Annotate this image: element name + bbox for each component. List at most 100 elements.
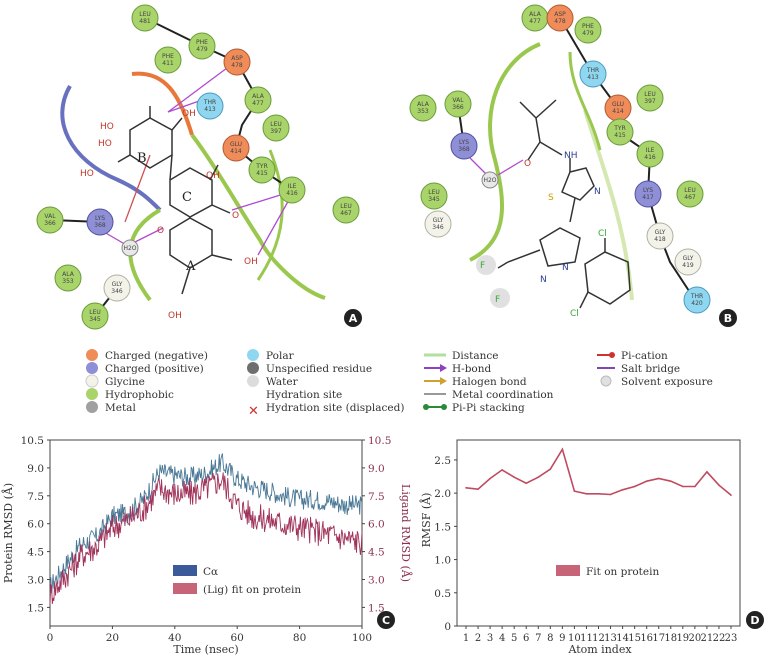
chart-d-xtick-label: 22 (713, 633, 726, 644)
svg-text:353: 353 (62, 278, 74, 285)
atom-b-cl2: Cl (570, 309, 579, 319)
panel-c-badge-label: C (382, 614, 390, 627)
chart-c-ytick-label: 1.5 (27, 602, 44, 614)
chart-d-point (561, 448, 564, 451)
chart-d-point (718, 484, 720, 486)
legend-pipi: Pi-Pi stacking (452, 402, 525, 414)
legend-distance: Distance (452, 350, 499, 362)
chart-d-ytick-label: 1.5 (434, 521, 451, 533)
hbond-a4 (257, 197, 291, 256)
svg-text:479: 479 (582, 30, 594, 37)
atom-ho-3: HO (80, 169, 94, 179)
atom-b-f2: F (495, 295, 500, 305)
chart-d-ytick-label: 1.0 (434, 555, 451, 567)
legend-glycine: Glycine (105, 376, 145, 388)
svg-text:ASP: ASP (231, 55, 243, 62)
chart-d-xtick-label: 19 (676, 633, 689, 644)
chart-d-xtick-label: 12 (592, 633, 605, 644)
svg-text:467: 467 (340, 210, 352, 217)
chart-d-xtick-label: 16 (640, 633, 653, 644)
legend-hbond-arrow-icon (440, 364, 447, 372)
ring-label-b: B (137, 151, 147, 166)
svg-text:LEU: LEU (340, 203, 352, 210)
chart-d-xtick-label: 14 (616, 633, 629, 644)
svg-text:THR: THR (586, 67, 599, 74)
chart-c-ytick-label: 6.0 (27, 519, 44, 531)
chart-d-xtick-label: 9 (559, 633, 565, 644)
atom-oh-2: OH (206, 171, 220, 181)
svg-text:PHE: PHE (196, 39, 208, 46)
chart-d-xtick-label: 7 (535, 633, 541, 644)
atom-b-n1: N (594, 187, 601, 197)
atom-b-n3: N (562, 263, 569, 273)
pocket-curve-blue (60, 84, 162, 212)
hbond-a1 (167, 61, 236, 113)
legend-halogen: Halogen bond (452, 376, 527, 388)
svg-text:414: 414 (612, 108, 624, 115)
chart-c-y2label: Ligand RMSD (Å) (399, 484, 413, 582)
panel-a: OH HO HO HO OH O O OH OH B C A H2O LEU48… (36, 4, 362, 330)
svg-text:LYS: LYS (459, 139, 469, 146)
ring-label-a: A (185, 259, 196, 274)
legend-polar: Polar (266, 350, 295, 362)
pocket-curve-green-right2 (256, 149, 284, 281)
legend-pication: Pi-cation (621, 350, 668, 362)
chart-c-ytick-label: 7.5 (27, 491, 44, 503)
svg-text:467: 467 (684, 194, 696, 201)
chart-c-series-line-0 (49, 453, 363, 594)
ring-label-c: C (182, 190, 192, 205)
chart-d-point (477, 488, 479, 490)
legend-swatch-negative (86, 349, 98, 361)
solvent-exposure-1 (476, 255, 496, 275)
chart-c-series (49, 453, 363, 605)
svg-text:477: 477 (252, 100, 264, 107)
chart-c-y2tick-label: 3.0 (368, 575, 385, 587)
svg-text:PHE: PHE (582, 23, 594, 30)
chart-d-legend-swatch (556, 565, 580, 576)
chart-c-ytick-label: 3.0 (27, 575, 44, 587)
svg-text:THR: THR (690, 293, 703, 300)
legend-swatch-water (247, 375, 259, 387)
svg-text:ILE: ILE (288, 183, 297, 190)
thiazole-ring (561, 167, 595, 201)
svg-text:GLY: GLY (683, 255, 694, 262)
pocket-curve-orange (131, 71, 194, 136)
svg-text:411: 411 (162, 60, 174, 67)
svg-text:413: 413 (587, 74, 599, 81)
chart-d-point (730, 494, 732, 496)
chart-d-point (489, 477, 491, 480)
chart-d-xtick-label: 10 (568, 633, 581, 644)
svg-text:PHE: PHE (162, 53, 174, 60)
chart-c-ylabel: Protein RMSD (Å) (1, 483, 15, 583)
atom-o-1: O (232, 211, 239, 221)
chart-d-series (465, 447, 732, 496)
chart-d-point (573, 490, 576, 492)
chart-d-point (657, 477, 660, 480)
chart-c-ytick-label: 10.5 (21, 435, 44, 447)
legend-swatch-glycine (85, 374, 99, 388)
chart-d-xtick-label: 11 (580, 633, 593, 644)
svg-text:345: 345 (89, 316, 101, 323)
svg-text:ALA: ALA (62, 271, 75, 278)
panel-d-rmsf-chart: 00.51.01.52.02.5 1 2 3 4 5 6 7 8 9 10 11 12 13 14 15 16… (419, 439, 764, 656)
svg-text:419: 419 (682, 262, 694, 269)
svg-text:417: 417 (642, 194, 654, 201)
chart-d-y-ticks: 0 0.5 1.0 1.5 2.0 2.5 (434, 455, 457, 633)
svg-text:397: 397 (270, 128, 282, 135)
legend-saltbridge: Salt bridge (621, 363, 680, 375)
chart-d-xtick-label: 20 (688, 633, 701, 644)
chart-c-series-line-1 (49, 472, 363, 605)
svg-text:GLY: GLY (112, 281, 123, 288)
svg-text:ILE: ILE (646, 147, 655, 154)
